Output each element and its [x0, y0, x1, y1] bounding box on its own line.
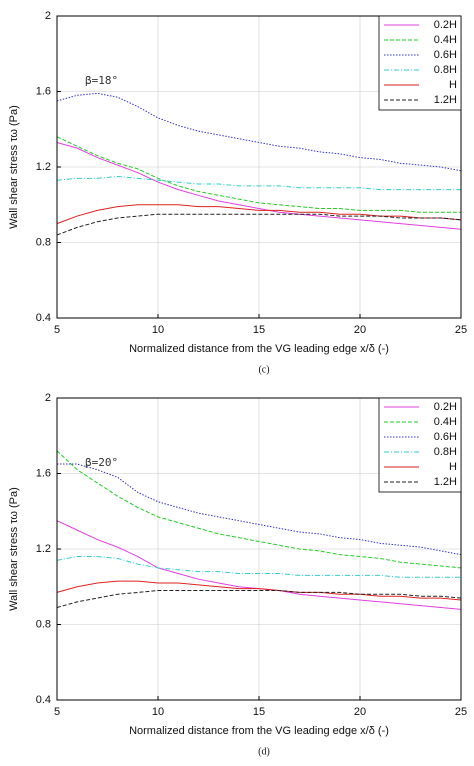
- annotation: β=20°: [85, 456, 118, 469]
- legend-label: 0.6H: [434, 431, 457, 443]
- legend-label: H: [449, 79, 457, 91]
- series-line: [56, 204, 462, 225]
- x-axis-label: Normalized distance from the VG leading …: [129, 343, 389, 355]
- x-tick-label: 20: [354, 324, 366, 336]
- y-tick-label: 0.8: [36, 236, 51, 248]
- y-axis-label: Wall shear stress τω (Pa): [8, 487, 20, 611]
- legend-label: 0.8H: [434, 446, 457, 458]
- caption: (d): [258, 746, 270, 757]
- legend-label: 0.4H: [434, 34, 457, 46]
- legend-label: 0.6H: [434, 49, 457, 61]
- x-tick-label: 10: [152, 324, 164, 336]
- x-tick-label: 5: [54, 324, 60, 336]
- legend-box: [378, 15, 462, 111]
- series-line: [56, 450, 462, 569]
- y-tick-label: 1.2: [36, 543, 51, 555]
- y-tick-label: 0.4: [36, 694, 51, 706]
- x-tick-label: 25: [455, 324, 467, 336]
- series-line: [56, 556, 461, 578]
- y-tick-label: 1.6: [36, 85, 51, 97]
- legend-label: 0.8H: [434, 64, 457, 76]
- series-line: [57, 463, 462, 556]
- caption: (c): [258, 364, 269, 375]
- x-tick-label: 10: [152, 706, 164, 718]
- plot-frame: [56, 15, 462, 319]
- x-tick-label: 5: [54, 706, 60, 718]
- legend-label: H: [449, 461, 457, 473]
- series-line: [56, 92, 462, 172]
- y-tick-label: 0.8: [36, 618, 51, 630]
- x-tick-label: 25: [455, 706, 467, 718]
- legend-label: 0.4H: [434, 416, 457, 428]
- annotation: β=18°: [85, 74, 118, 87]
- series-line: [56, 590, 462, 608]
- series-line: [56, 580, 462, 601]
- y-tick-label: 1.6: [36, 467, 51, 479]
- plot-frame: [56, 397, 462, 701]
- y-tick-label: 2: [45, 392, 51, 404]
- series-line: [56, 213, 462, 236]
- legend-label: 1.2H: [434, 476, 457, 488]
- legend-label: 0.2H: [434, 19, 457, 31]
- legend-box: [378, 397, 462, 493]
- legend-label: 0.2H: [434, 401, 457, 413]
- x-tick-label: 15: [253, 706, 265, 718]
- y-tick-label: 0.4: [36, 312, 51, 324]
- series-line: [56, 175, 461, 191]
- legend-label: 1.2H: [434, 94, 457, 106]
- series-line: [56, 141, 462, 230]
- series-line: [56, 136, 461, 213]
- y-tick-label: 1.2: [36, 161, 51, 173]
- x-tick-label: 20: [354, 706, 366, 718]
- y-tick-label: 2: [45, 10, 51, 22]
- y-axis-label: Wall shear stress τω (Pa): [8, 105, 20, 229]
- x-axis-label: Normalized distance from the VG leading …: [129, 725, 389, 737]
- x-tick-label: 15: [253, 324, 265, 336]
